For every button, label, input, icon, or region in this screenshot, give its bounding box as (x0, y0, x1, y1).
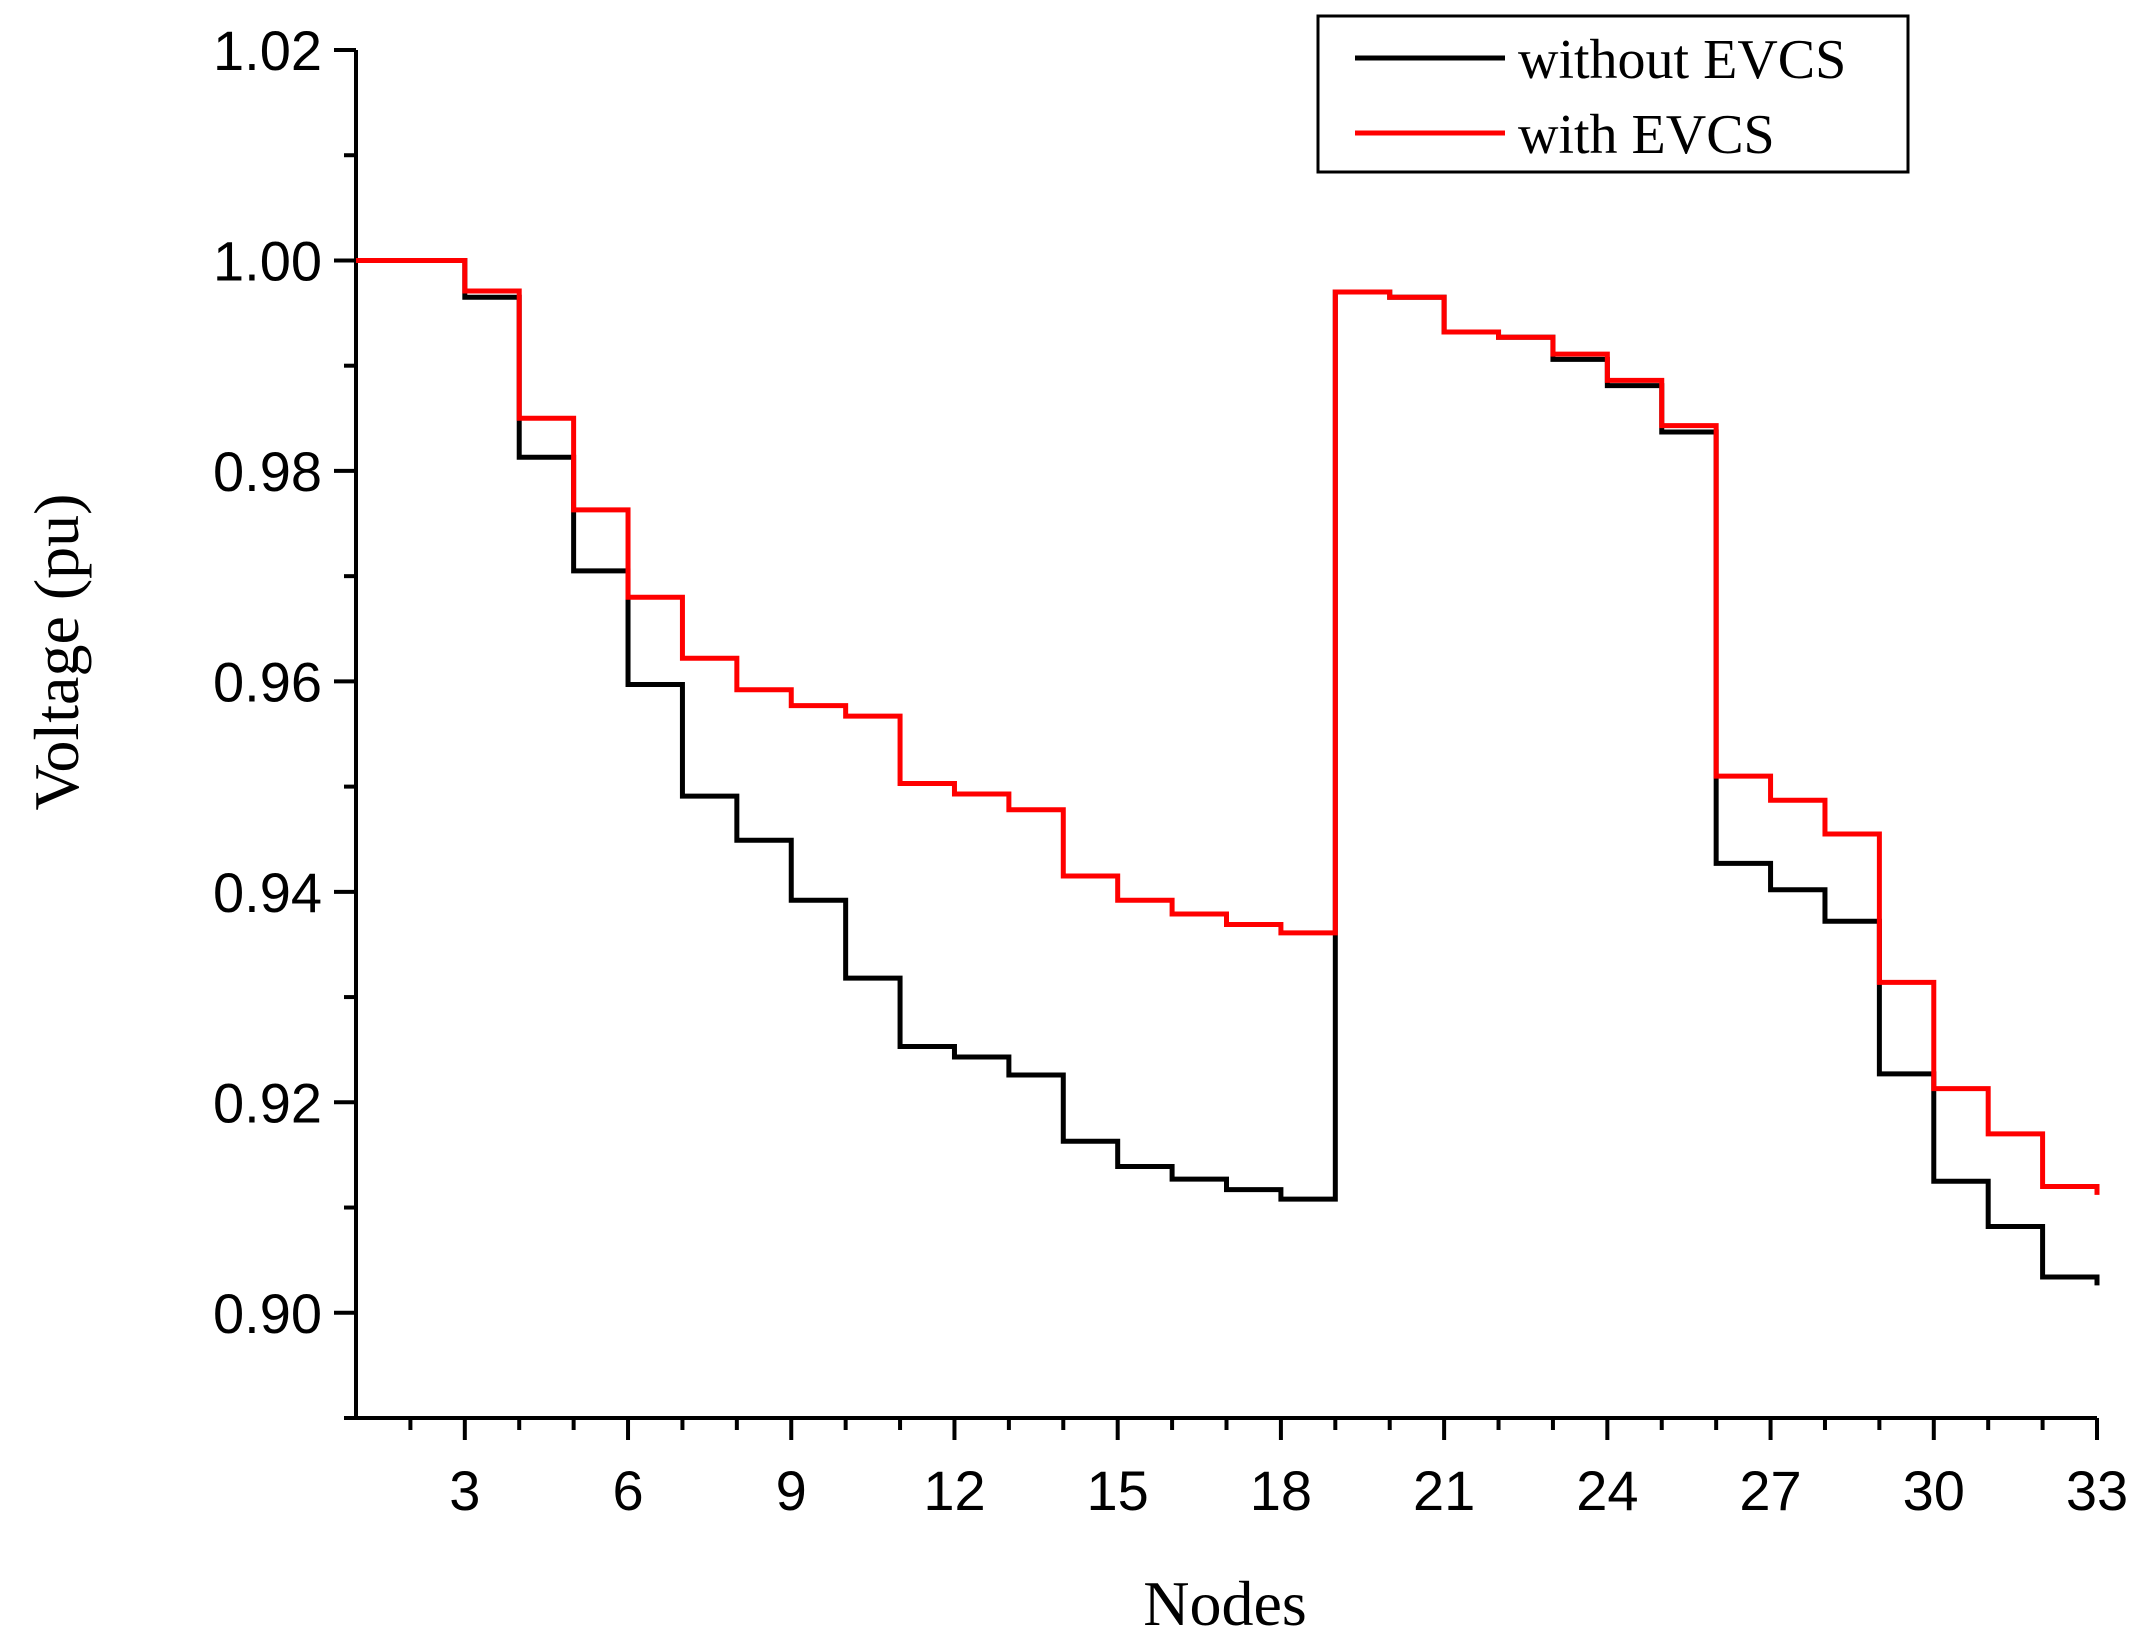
x-tick-label: 6 (612, 1459, 643, 1522)
x-tick-label: 24 (1576, 1459, 1638, 1522)
x-tick-label: 27 (1739, 1459, 1801, 1522)
x-tick-label: 21 (1413, 1459, 1475, 1522)
y-tick-label: 0.92 (213, 1071, 322, 1134)
x-tick-label: 33 (2066, 1459, 2128, 1522)
y-tick-label: 1.02 (213, 19, 322, 82)
y-tick-label: 0.96 (213, 650, 322, 713)
x-tick-label: 12 (923, 1459, 985, 1522)
y-tick-label: 1.00 (213, 229, 322, 292)
series-layer (356, 257, 2100, 1286)
y-tick-label: 0.94 (213, 861, 322, 924)
x-tick-label: 30 (1903, 1459, 1965, 1522)
x-tick-label: 18 (1250, 1459, 1312, 1522)
series-line-without-evcs (356, 257, 2100, 1286)
legend-box (1316, 14, 1910, 174)
legend-label-without-evcs: without EVCS (1518, 29, 1846, 91)
x-tick-label: 15 (1087, 1459, 1149, 1522)
x-axis-title: Nodes (1143, 1568, 1307, 1639)
series-line-with-evcs (356, 257, 2100, 1195)
legend-label-with-evcs: with EVCS (1518, 104, 1775, 166)
axes: 0.90 0.92 0.94 0.96 0.98 1.00 1.02 3 6 9 12 15 18 21 2… (213, 19, 2128, 1522)
y-axis-title: Voltage (pu) (21, 494, 92, 811)
legend: without EVCS with EVCS (1316, 14, 1910, 174)
y-tick-label: 0.90 (213, 1282, 322, 1345)
x-tick-label: 9 (776, 1459, 807, 1522)
y-tick-label: 0.98 (213, 440, 322, 503)
x-tick-label: 3 (449, 1459, 480, 1522)
